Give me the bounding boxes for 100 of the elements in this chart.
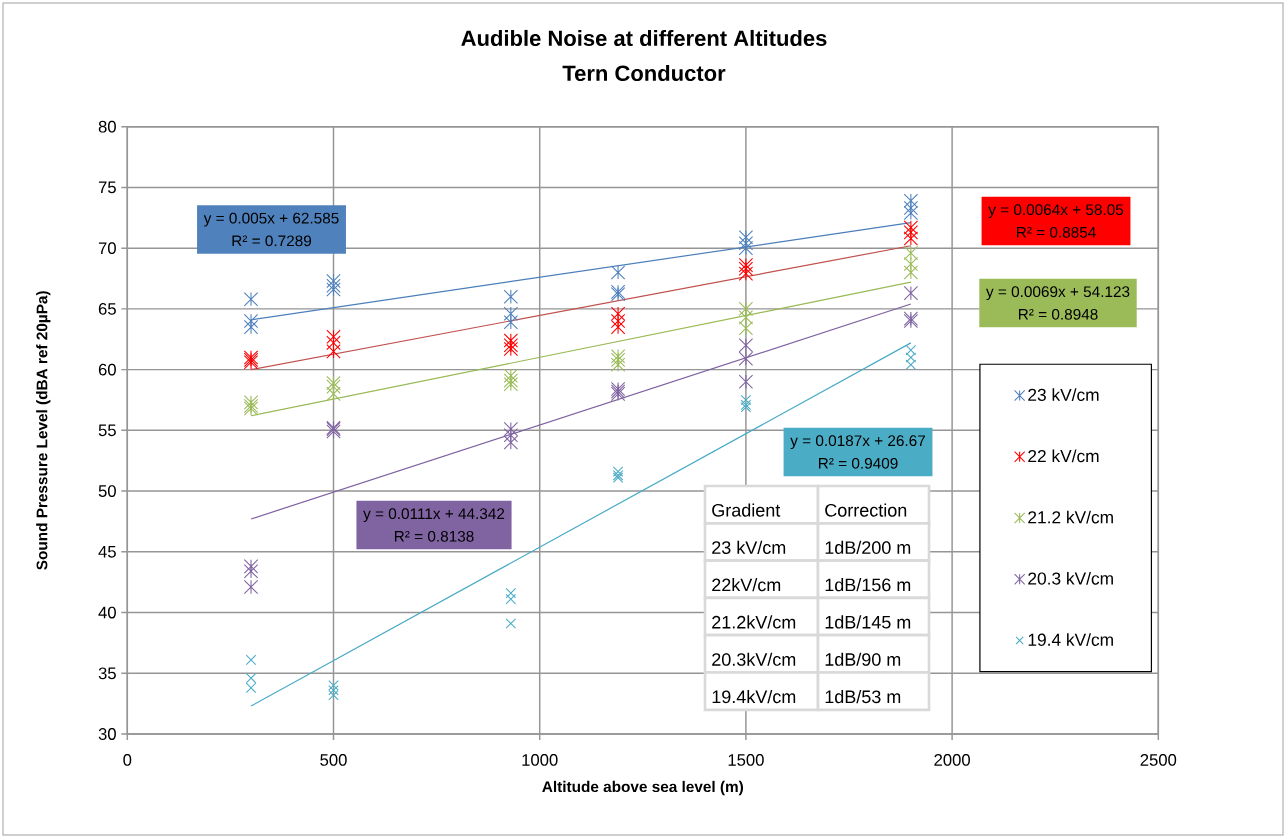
point	[905, 352, 917, 363]
point	[505, 587, 517, 599]
point	[503, 315, 519, 330]
point	[245, 682, 257, 694]
point	[738, 261, 754, 277]
point	[610, 319, 626, 335]
point	[903, 220, 919, 235]
annotation: 1dB/53 m	[825, 689, 901, 704]
annotation: 1dB/90 m	[825, 652, 901, 666]
point	[326, 379, 341, 394]
legend-label: 19.4 kV/cm	[1028, 633, 1113, 646]
point	[503, 376, 519, 392]
point	[243, 579, 259, 595]
point	[610, 357, 626, 372]
y-tick-label: 50	[98, 485, 116, 497]
point	[738, 338, 754, 353]
point	[503, 421, 519, 437]
annotation: Gradient	[712, 503, 781, 517]
x-tick-label: 2500	[1140, 754, 1177, 766]
y-tick-label: 65	[98, 303, 116, 315]
point	[903, 200, 919, 216]
annotation: y = 0.0111x + 44.342	[363, 508, 505, 523]
y-tick-label: 70	[98, 242, 116, 255]
point	[738, 257, 754, 273]
y-tick-label: 35	[98, 667, 116, 680]
point	[610, 265, 626, 280]
point	[503, 306, 519, 321]
chart-subtitle: Tern Conductor	[562, 64, 726, 82]
point	[243, 564, 259, 579]
chart-title: Audible Noise at different Altitudes	[461, 29, 827, 47]
point	[905, 344, 917, 356]
x-tick-label: 2000	[934, 754, 970, 766]
y-tick-label: 75	[98, 181, 116, 194]
annotation: y = 0.0064x + 58.05	[988, 204, 1124, 219]
point	[738, 310, 754, 325]
legend-label: 21.2 kV/cm	[1028, 510, 1113, 524]
annotation: y = 0.005x + 62.585	[203, 212, 339, 227]
point	[243, 319, 259, 335]
x-tick-label: 500	[320, 754, 347, 766]
annotation: y = 0.0069x + 54.123	[986, 286, 1130, 301]
point	[245, 654, 257, 666]
point	[610, 352, 626, 368]
y-tick-label: 60	[98, 363, 116, 376]
point	[328, 680, 339, 691]
point	[505, 618, 517, 629]
annotation: 1dB/156 m	[825, 578, 911, 592]
point	[738, 236, 754, 251]
point	[503, 333, 519, 348]
annotation: 21.2kV/cm	[712, 615, 796, 629]
point	[738, 321, 754, 336]
point	[903, 231, 919, 246]
point	[738, 374, 754, 389]
point	[503, 341, 519, 357]
point	[326, 282, 341, 297]
point	[503, 368, 519, 383]
annotation: 1dB/145 m	[825, 615, 911, 629]
point	[326, 335, 341, 351]
point	[903, 285, 919, 301]
point	[326, 329, 341, 345]
annotation: 22kV/cm	[712, 578, 781, 592]
point	[503, 373, 519, 388]
point	[903, 245, 919, 261]
legend-label: 20.3 kV/cm	[1028, 571, 1113, 585]
point	[903, 205, 919, 221]
y-tick-label: 80	[98, 120, 116, 133]
point	[503, 289, 519, 304]
legend-label: 23 kV/cm	[1028, 388, 1099, 401]
point	[326, 386, 341, 402]
point	[243, 313, 259, 329]
annotation: y = 0.0187x + 26.67	[790, 435, 925, 450]
point	[245, 672, 257, 684]
annotation: R² = 0.8138	[394, 530, 474, 542]
point	[328, 689, 339, 701]
point	[243, 291, 259, 307]
point	[326, 273, 341, 289]
annotation: 20.3kV/cm	[712, 652, 796, 666]
legend-label: 22 kV/cm	[1028, 449, 1099, 463]
point	[243, 395, 259, 410]
x-tick-label: 0	[123, 754, 132, 766]
point	[738, 266, 754, 281]
point	[326, 344, 341, 359]
y-tick-label: 45	[98, 546, 116, 558]
annotation: 23 kV/cm	[712, 540, 786, 554]
x-tick-label: 1500	[728, 754, 764, 766]
point	[738, 351, 754, 366]
point	[903, 256, 919, 272]
point	[610, 349, 626, 364]
point	[738, 301, 754, 317]
point	[503, 428, 519, 443]
point	[326, 375, 341, 391]
point	[903, 225, 919, 240]
annotation: 1dB/200 m	[825, 540, 911, 554]
point	[326, 278, 341, 294]
point	[610, 313, 626, 329]
point	[738, 240, 754, 256]
point	[610, 306, 626, 321]
point	[243, 559, 259, 574]
y-axis-title: Sound Pressure Level (dBA ref 20µPa)	[36, 291, 51, 570]
point	[903, 265, 919, 280]
point	[326, 424, 341, 439]
